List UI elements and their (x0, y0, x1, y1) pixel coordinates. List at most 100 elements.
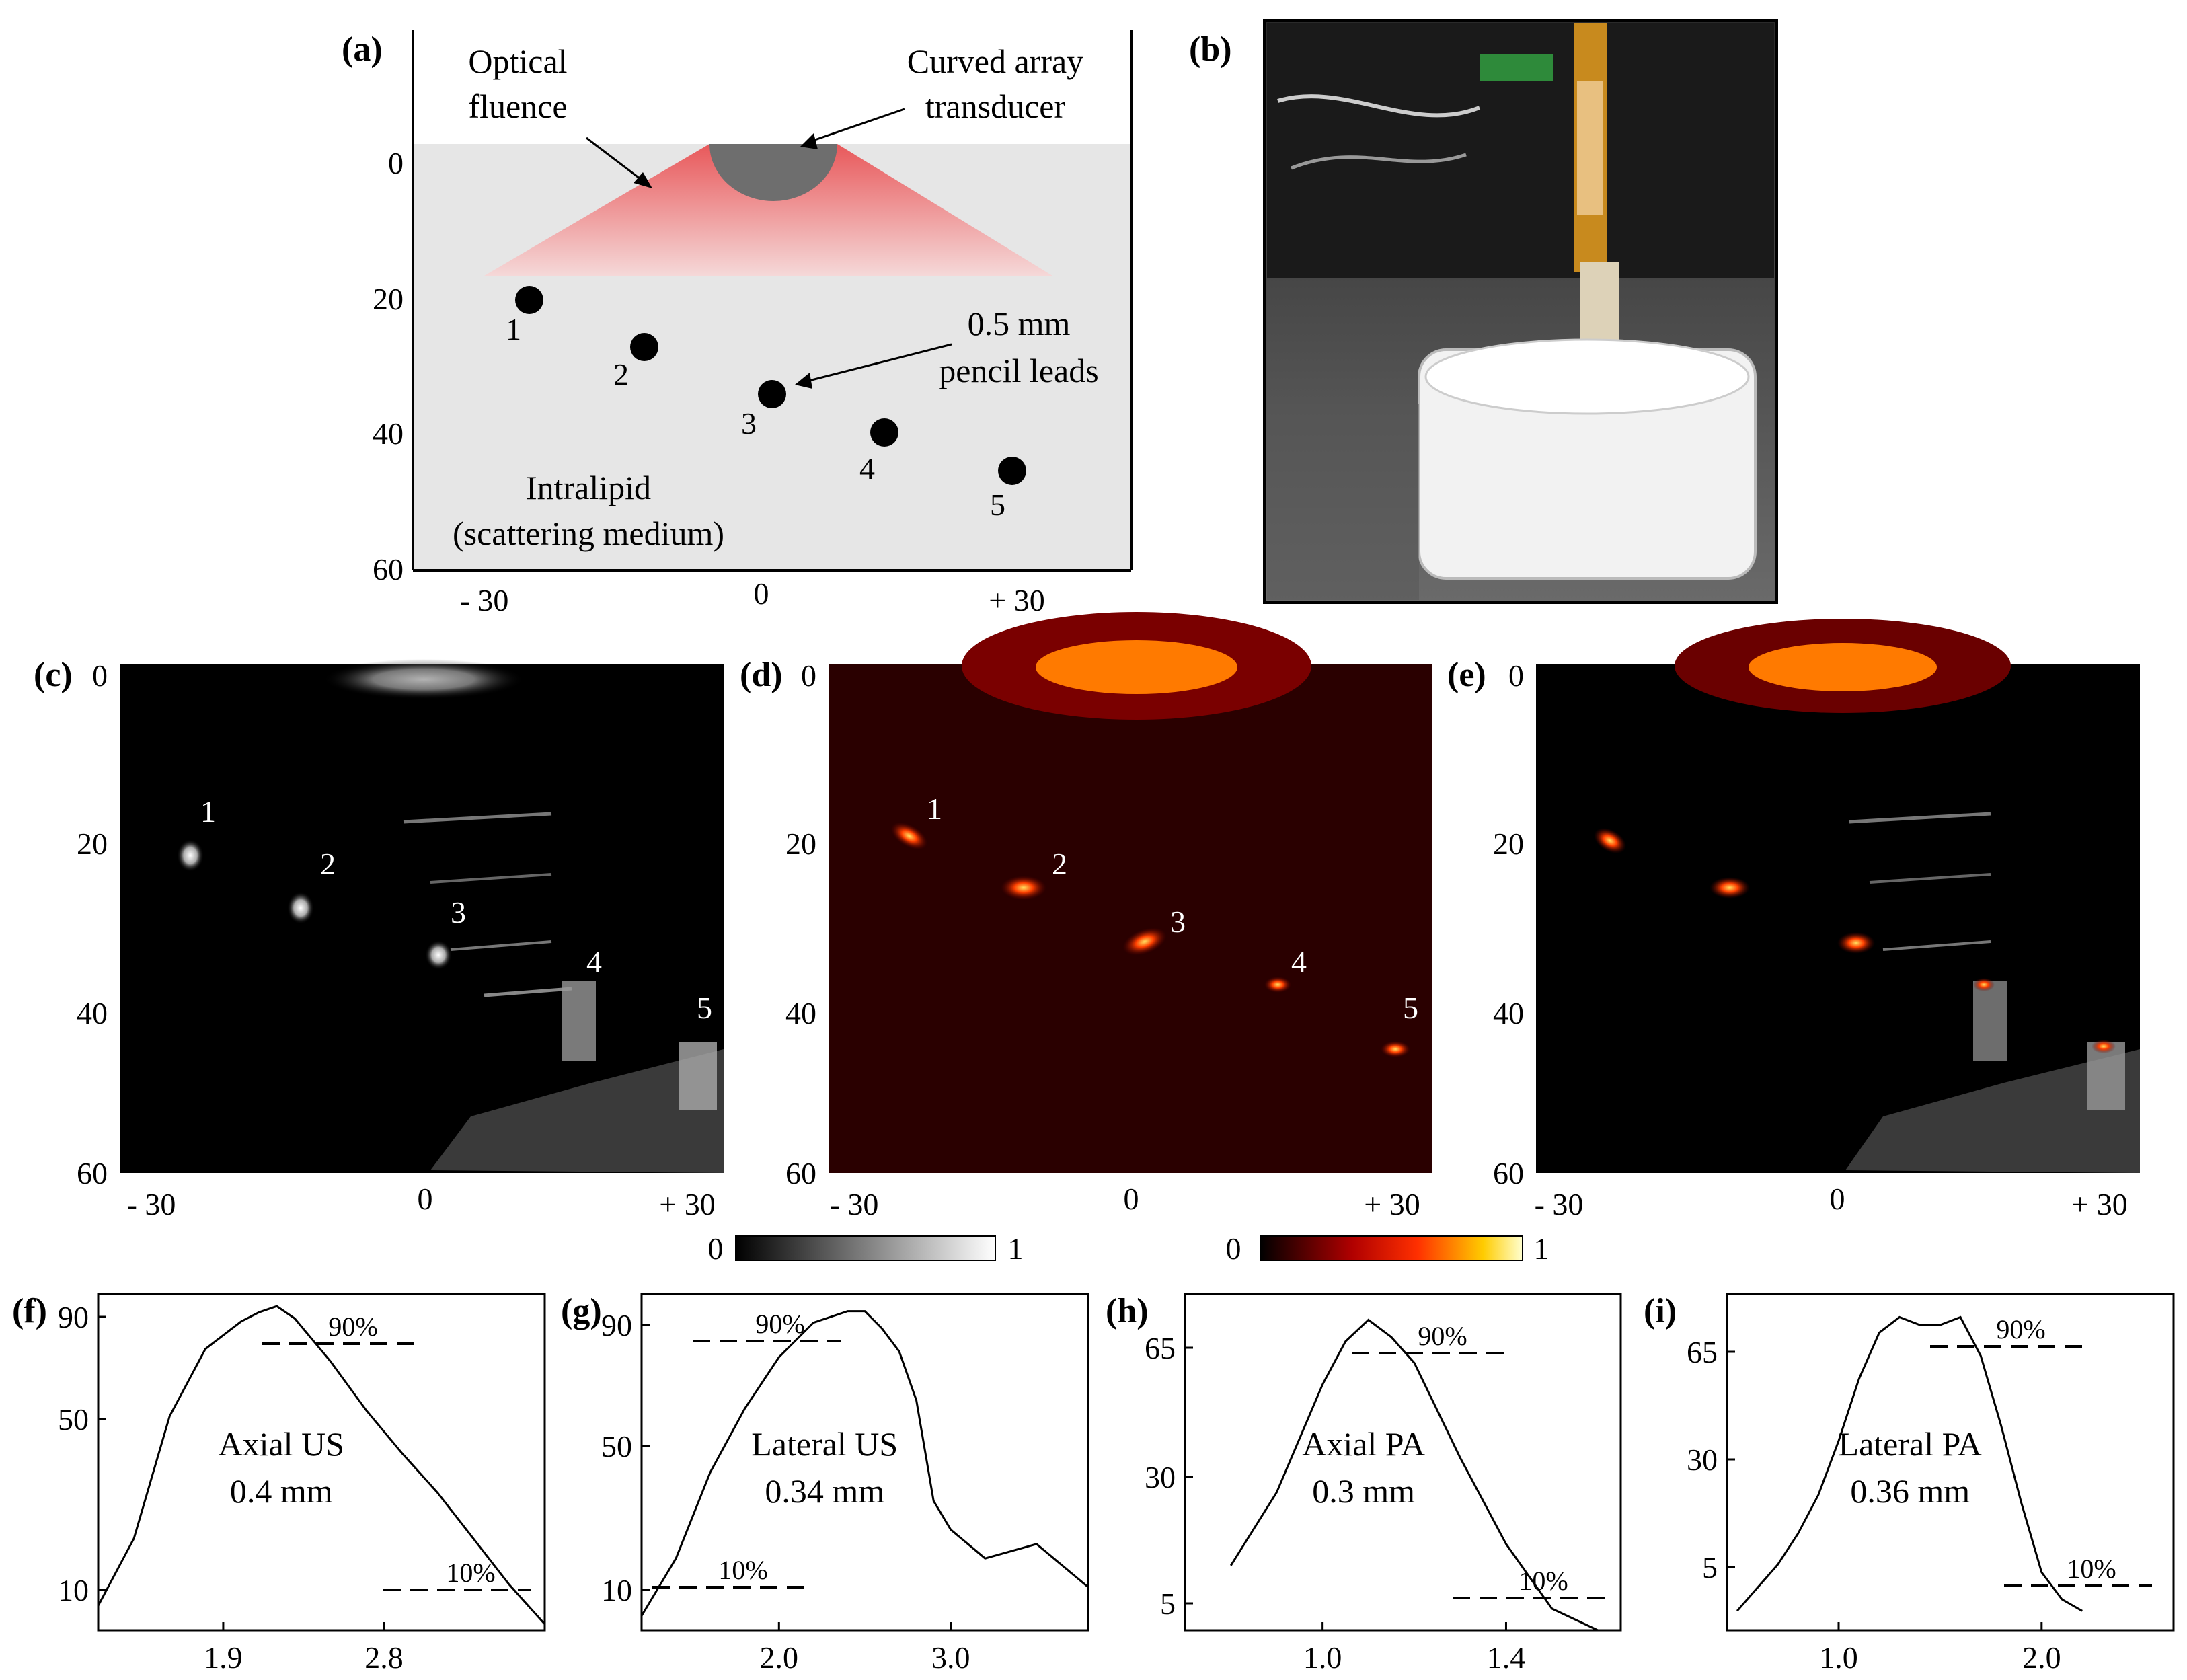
level-label: 90% (1996, 1314, 2045, 1344)
target-dot-4 (870, 418, 898, 447)
panel-a-diagram: (a) Optical fluence Curved array transdu… (342, 30, 1133, 617)
us-line (484, 987, 572, 997)
targets: 1 2 3 4 5 (506, 286, 1026, 522)
medium-label-1: Intralipid (526, 469, 651, 506)
x-tick-label: 2.0 (2022, 1640, 2061, 1675)
colorbars: 0 1 0 1 (708, 1231, 1549, 1266)
clamp (1480, 54, 1553, 81)
overlay-target-4 (1973, 978, 1995, 991)
panel-d: (d) 1 2 3 4 5 0 20 40 60 - 30 0 + 30 (740, 612, 1432, 1221)
pa-image (829, 664, 1432, 1173)
c-label-2: 2 (320, 847, 336, 881)
plot-annotation: Axial PA (1302, 1425, 1425, 1463)
panel-b-photo: (b) (1189, 19, 1778, 604)
a-x-ticks: - 30 0 + 30 (460, 576, 1045, 617)
gray-bar-max: 1 (1008, 1231, 1024, 1266)
panel-e: (e) 0 20 40 60 - 30 0 + 30 (1447, 619, 2140, 1221)
overlay-target-2 (1710, 877, 1750, 899)
d-xtick-left: - 30 (830, 1187, 879, 1221)
y-tick-label: 5 (1702, 1550, 1718, 1584)
panel-label-a: (a) (342, 30, 383, 69)
level-label: 10% (1519, 1566, 1568, 1596)
y-tick-label: 10 (601, 1573, 632, 1607)
hot-bar-max: 1 (1534, 1231, 1549, 1266)
us-target-3 (425, 940, 452, 970)
a-xtick-right: + 30 (989, 583, 1044, 617)
c-ytick-20: 20 (77, 827, 108, 861)
us-target-4 (562, 981, 596, 1061)
e-xtick-center: 0 (1830, 1182, 1845, 1216)
target-label-3: 3 (741, 406, 757, 441)
optical-label-1: Optical (468, 42, 567, 80)
panel-label-e: (e) (1447, 656, 1486, 694)
hot-bar-min: 0 (1226, 1231, 1241, 1266)
plot-frame (640, 1293, 1089, 1632)
overlay-target-1 (1594, 828, 1626, 853)
target-label-5: 5 (990, 488, 1005, 522)
e-ytick-60: 60 (1493, 1156, 1524, 1190)
profile-curve (1229, 1318, 1599, 1632)
c-xtick-center: 0 (418, 1182, 433, 1216)
us-reverb (323, 659, 525, 699)
target-label-2: 2 (613, 357, 629, 391)
level-label: 10% (2067, 1554, 2116, 1584)
overlay-target-3 (1837, 932, 1875, 954)
d-ytick-0: 0 (801, 658, 816, 693)
optical-fluence-cone (484, 144, 1052, 276)
panel-c: (c) 1 2 3 4 5 0 20 40 60 - 30 0 + 30 (34, 656, 724, 1221)
pa-target-5 (1381, 1041, 1410, 1057)
c-label-4: 4 (586, 945, 602, 979)
target-dot-5 (998, 457, 1026, 485)
y-tick-label: 50 (601, 1429, 632, 1463)
chart-i: (i) 5 30 65 1.0 2.0 90% 10% Lateral PA 0.36 mm (1644, 1292, 2175, 1675)
chart-f: (f) 10 50 90 1.9 2.8 90% 10% Axial US 0.4 mm (12, 1292, 546, 1675)
target-dot-2 (630, 333, 658, 361)
c-label-5: 5 (697, 991, 712, 1025)
target-dot-3 (758, 380, 786, 408)
x-tick-label: 3.0 (931, 1640, 970, 1675)
d-ytick-60: 60 (785, 1156, 816, 1190)
d-label-5: 5 (1403, 991, 1418, 1025)
y-tick-label: 30 (1687, 1443, 1718, 1477)
leads-label-2: pencil leads (939, 352, 1098, 389)
cable (1277, 94, 1481, 118)
leads-arrowhead (795, 373, 812, 389)
overlay-bottom-speckle (1845, 1049, 2140, 1173)
profile-curve (640, 1310, 1089, 1617)
pa-target-4 (1264, 977, 1291, 993)
level-label: 10% (718, 1555, 767, 1585)
d-label-2: 2 (1052, 847, 1067, 881)
level-label: 90% (1418, 1321, 1467, 1351)
optical-label-2: fluence (468, 87, 567, 125)
us-line (450, 940, 552, 951)
hot-colorbar (1260, 1235, 1523, 1261)
c-ytick-0: 0 (92, 658, 108, 693)
gray-bar-min: 0 (708, 1231, 724, 1266)
medium-label-2: (scattering medium) (453, 514, 724, 552)
profile-curve (97, 1305, 546, 1625)
c-label-3: 3 (451, 895, 466, 929)
transducer-arrowhead (800, 133, 818, 149)
y-tick-label: 30 (1145, 1460, 1176, 1494)
d-label-4: 4 (1291, 945, 1307, 979)
d-xtick-center: 0 (1124, 1182, 1139, 1216)
d-ytick-40: 40 (785, 996, 816, 1030)
e-xtick-left: - 30 (1535, 1187, 1584, 1221)
transducer-arrow (806, 108, 905, 144)
overlay-target-5 (2092, 1040, 2116, 1053)
overlay-target-4-us (1973, 981, 2007, 1061)
chart-h: (h) 5 30 65 1.0 1.4 90% 10% Axial PA 0.3 mm (1106, 1292, 1622, 1675)
a-ytick-40: 40 (373, 416, 404, 451)
plot-annotation: 0.4 mm (230, 1472, 333, 1510)
plot-annotation: Lateral PA (1839, 1425, 1982, 1463)
level-label: 90% (755, 1309, 804, 1339)
y-tick-label: 5 (1160, 1587, 1176, 1621)
a-ytick-60: 60 (373, 552, 404, 586)
x-tick-label: 1.4 (1487, 1640, 1526, 1675)
pa-target-1 (890, 822, 928, 850)
y-tick-label: 65 (1687, 1335, 1718, 1369)
pa-surface (1036, 640, 1237, 694)
transducer-label-2: transducer (925, 87, 1066, 125)
a-xtick-left: - 30 (460, 583, 509, 617)
